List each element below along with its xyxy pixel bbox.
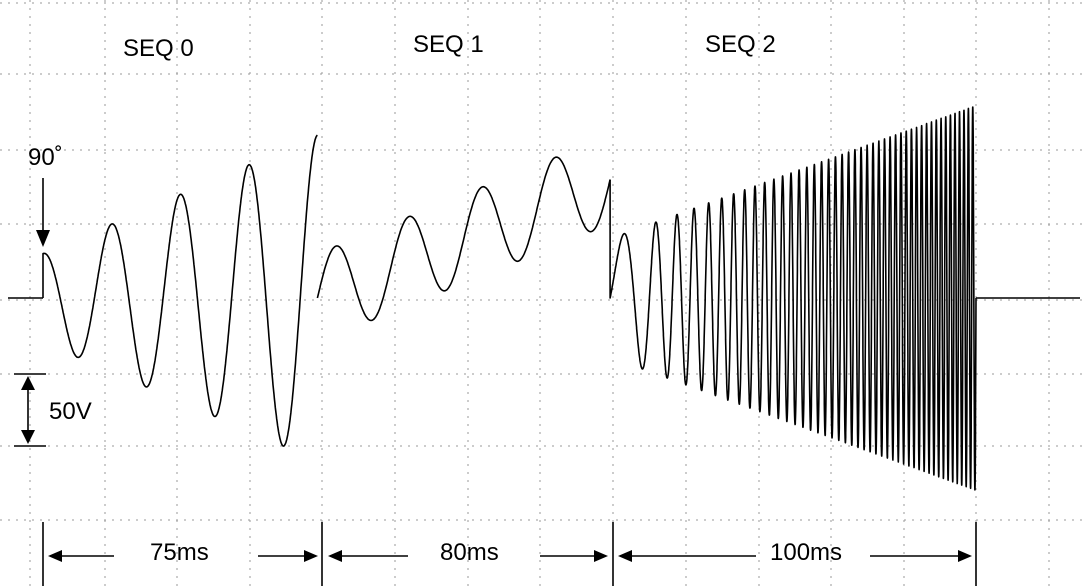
duration-label-seq-0: 75ms <box>150 539 209 566</box>
duration-markers <box>42 522 977 586</box>
trace-seq-1 <box>316 156 611 322</box>
volts-per-div-label: 50V <box>49 398 92 425</box>
volts-scale-arrow-icon <box>14 373 46 447</box>
seq-0-label: SEQ 0 <box>123 35 194 62</box>
duration-label-seq-1: 80ms <box>440 539 499 566</box>
seq-1-label: SEQ 1 <box>413 31 484 58</box>
duration-label-seq-2: 100ms <box>770 539 842 566</box>
phase-arrow-icon <box>36 178 50 247</box>
seq-2-label: SEQ 2 <box>705 31 776 58</box>
phase-label: 90˚ <box>28 144 63 171</box>
trace-seq-0 <box>42 134 318 447</box>
trace-seq-2 <box>609 106 977 491</box>
